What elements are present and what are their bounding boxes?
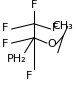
Text: F: F — [52, 23, 59, 33]
Text: O: O — [47, 39, 56, 49]
Text: PH₂: PH₂ — [7, 54, 27, 64]
Text: F: F — [31, 0, 37, 10]
Text: CH₃: CH₃ — [52, 21, 73, 31]
Text: F: F — [26, 71, 32, 81]
Text: F: F — [2, 39, 9, 49]
Text: F: F — [2, 23, 9, 33]
